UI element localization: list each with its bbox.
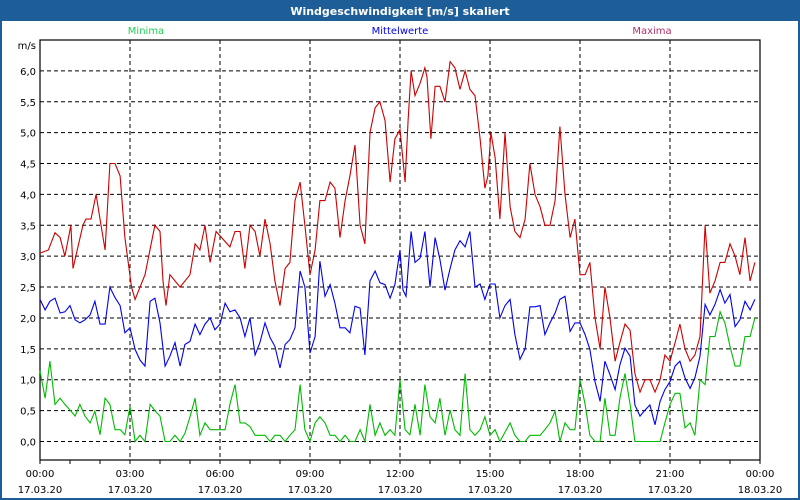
series-line-minima xyxy=(39,309,756,444)
series-line-mittelwerte xyxy=(39,231,756,425)
y-tick-label: 4,0 xyxy=(20,190,36,201)
x-tick-date: 17.03.20 xyxy=(468,485,513,496)
x-tick-time: 06:00 xyxy=(206,469,235,480)
x-tick-date: 17.03.20 xyxy=(198,485,243,496)
x-tick-time: 00:00 xyxy=(26,469,55,480)
y-tick-label: 3,0 xyxy=(20,252,36,263)
window-title: Windgeschwindigkeit [m/s] skaliert xyxy=(2,2,798,21)
y-tick-label: 3,5 xyxy=(20,221,36,232)
series-line-maxima xyxy=(39,60,756,394)
y-tick-label: 1,5 xyxy=(20,345,36,356)
x-tick-date: 17.03.20 xyxy=(648,485,693,496)
y-tick-label: 0,0 xyxy=(20,437,36,448)
y-axis-label: m/s xyxy=(18,41,36,52)
x-tick-time: 12:00 xyxy=(386,469,415,480)
x-tick-date: 17.03.20 xyxy=(558,485,603,496)
y-tick-label: 6,0 xyxy=(20,67,36,78)
y-tick-label: 5,0 xyxy=(20,129,36,140)
x-tick-time: 18:00 xyxy=(566,469,595,480)
x-tick-date: 17.03.20 xyxy=(378,485,423,496)
x-tick-time: 00:00 xyxy=(746,469,775,480)
legend-mittelwerte: Mittelwerte xyxy=(372,26,429,37)
y-tick-label: 2,0 xyxy=(20,314,36,325)
y-tick-label: 0,5 xyxy=(20,407,36,418)
y-tick-label: 4,5 xyxy=(20,160,36,171)
y-tick-label: 2,5 xyxy=(20,283,36,294)
x-tick-date: 17.03.20 xyxy=(288,485,333,496)
x-tick-date: 18.03.20 xyxy=(738,485,783,496)
x-tick-date: 17.03.20 xyxy=(108,485,153,496)
x-tick-time: 03:00 xyxy=(116,469,145,480)
y-tick-label: 5,5 xyxy=(20,98,36,109)
x-tick-time: 21:00 xyxy=(656,469,685,480)
x-tick-time: 15:00 xyxy=(476,469,505,480)
x-tick-time: 09:00 xyxy=(296,469,325,480)
y-tick-label: 1,0 xyxy=(20,376,36,387)
plot-frame xyxy=(39,39,761,461)
legend-minima: Minima xyxy=(128,26,164,37)
x-tick-date: 17.03.20 xyxy=(18,485,63,496)
legend-maxima: Maxima xyxy=(632,26,671,37)
